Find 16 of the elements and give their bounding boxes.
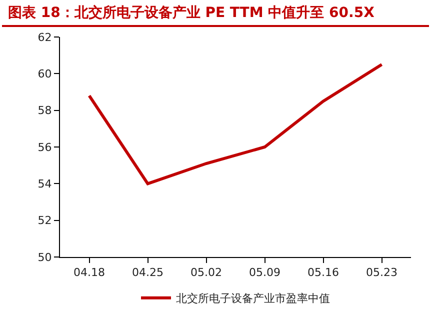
chart-title: 图表 18：北交所电子设备产业 PE TTM 中值升至 60.5X <box>2 0 429 27</box>
x-tick-label: 05.09 <box>249 266 280 280</box>
y-tick-label: 58 <box>38 104 52 118</box>
x-tick-label: 05.16 <box>308 266 339 280</box>
x-tick-label: 05.02 <box>190 266 222 280</box>
y-tick-label: 52 <box>38 214 52 228</box>
x-tick-label: 05.23 <box>366 266 398 280</box>
x-tick-label: 04.18 <box>74 266 105 280</box>
y-tick-label: 60 <box>38 68 52 81</box>
x-tick-label: 04.25 <box>132 266 164 280</box>
y-tick-label: 54 <box>38 178 52 191</box>
y-tick-label: 50 <box>38 250 52 264</box>
y-tick-label: 56 <box>38 140 52 154</box>
line-series <box>88 63 384 186</box>
y-tick-label: 62 <box>38 30 52 44</box>
legend-label: 北交所电子设备产业市盈率中值 <box>176 292 330 306</box>
